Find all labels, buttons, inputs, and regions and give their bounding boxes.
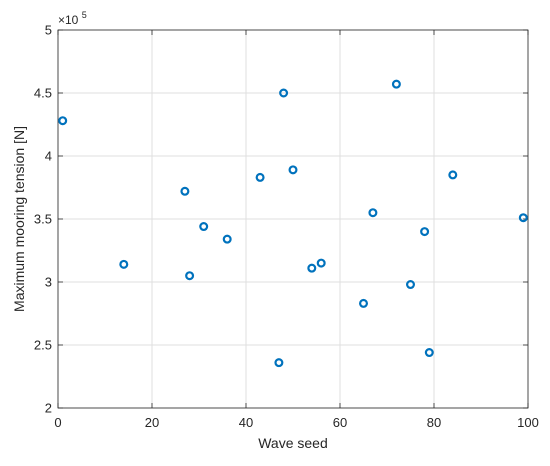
x-tick-label: 0 [54,415,61,430]
y-tick-label: 4.5 [34,86,52,101]
data-point [368,208,378,218]
y-axis-label: Maximum mooring tension [N] [11,126,27,312]
y-tick-label: 2 [45,401,52,416]
data-point [406,280,416,290]
y-tick-label: 4 [45,149,52,164]
data-point [58,116,68,126]
data-point [316,258,326,268]
y-tick-label: 3.5 [34,212,52,227]
y-tick-label: 2.5 [34,338,52,353]
x-tick-label: 20 [145,415,159,430]
data-point [518,213,528,223]
y-tick-label: 5 [45,23,52,38]
data-point [391,79,401,89]
data-points [58,79,528,368]
data-point [359,298,369,308]
axis-ticks: 0 20 40 60 80 100 2 2.5 3 3.5 4 4.5 5 [34,23,539,431]
data-point [255,172,265,182]
x-tick-label: 40 [239,415,253,430]
data-point [279,88,289,98]
x-tick-label: 80 [427,415,441,430]
data-point [185,271,195,281]
data-point [448,170,458,180]
x-axis-label: Wave seed [258,435,328,451]
data-point [180,186,190,196]
y-exponent-power: 5 [82,10,87,20]
data-point [307,263,317,273]
y-exponent-base: ×10 [58,13,79,27]
data-point [222,234,232,244]
data-point [199,222,209,232]
data-point [119,259,129,269]
y-axis-exponent-label: ×10 5 [58,10,87,27]
data-point [288,165,298,175]
y-tick-label: 3 [45,275,52,290]
x-tick-label: 100 [517,415,539,430]
data-point [274,358,284,368]
data-point [420,227,430,237]
x-tick-label: 60 [333,415,347,430]
data-point [424,348,434,358]
